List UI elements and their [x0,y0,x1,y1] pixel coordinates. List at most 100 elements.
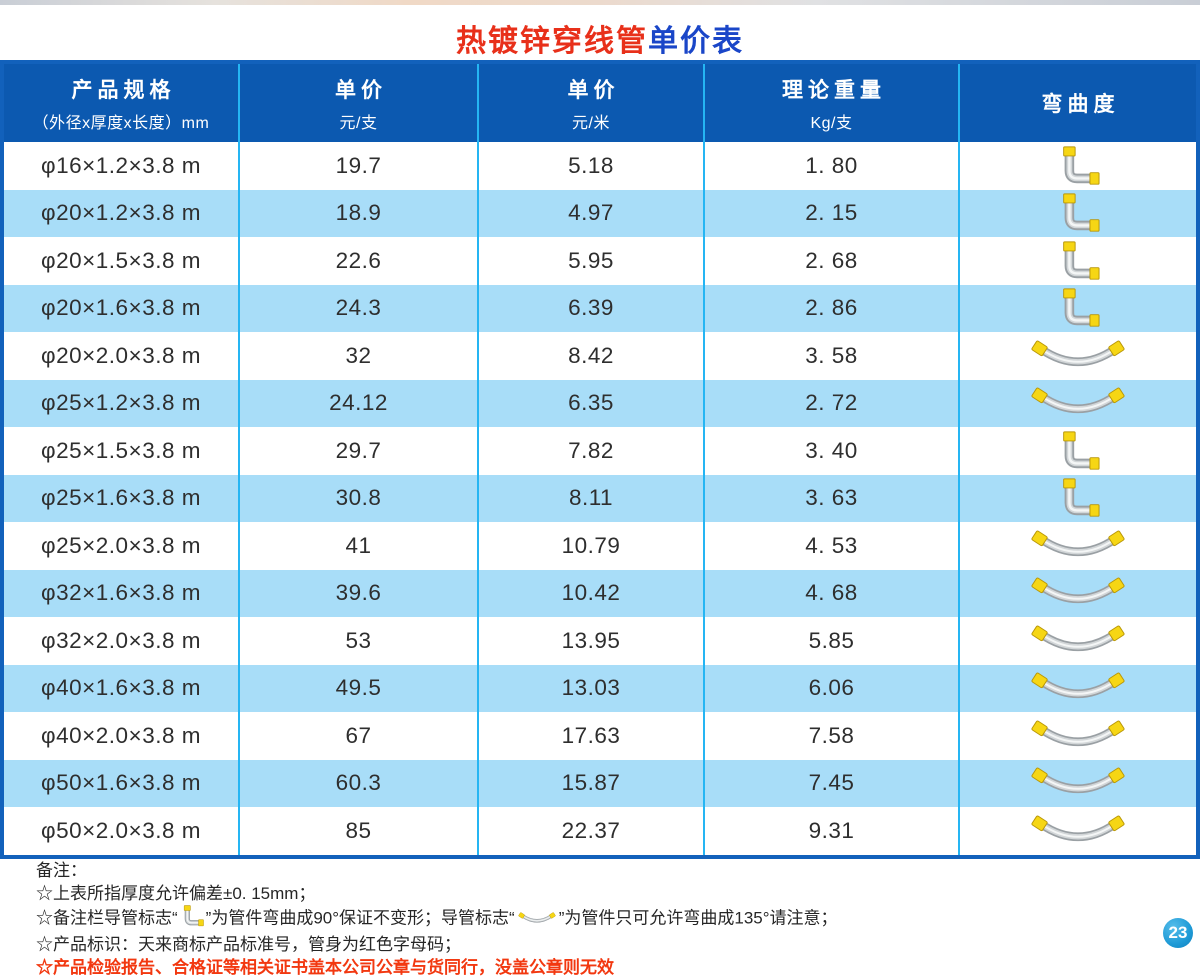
weight-cell: 2. 15 [705,189,960,237]
weight-cell: 4. 68 [705,569,960,617]
table-row: φ25×1.6×3.8 m 30.8 8.11 3. 63 [4,474,1196,522]
note-bend-legend: ☆备注栏导管标志“ ”为管件弯曲成90°保证不变形；导管标志“ ”为管件只可允许… [36,905,1156,933]
header-price-per-piece-sub: 元/支 [339,114,378,132]
elbow-90-icon [1063,478,1100,517]
curve-135-icon [1031,577,1125,604]
weight-cell: 2. 68 [705,237,960,285]
price-per-piece-cell: 67 [240,712,479,760]
header-theoretical-weight-title: 理论重量 [782,78,886,102]
note-bend-text-b: ”为管件弯曲成90°保证不变形；导管标志“ [205,908,515,928]
table-row: φ50×2.0×3.8 m 85 22.37 9.31 [4,807,1196,855]
spec-cell: φ32×1.6×3.8 m [4,569,240,617]
spec-cell: φ25×2.0×3.8 m [4,522,240,570]
price-per-piece-cell: 24.3 [240,284,479,332]
bend-cell [960,142,1196,190]
curve-135-icon [1031,767,1125,794]
bend-cell [960,570,1196,618]
elbow-90-icon [1063,288,1100,327]
spec-cell: φ25×1.5×3.8 m [4,427,240,475]
curve-135-icon [1031,672,1125,699]
price-per-meter-cell: 6.35 [479,379,705,427]
table-row: φ20×2.0×3.8 m 32 8.42 3. 58 [4,332,1196,380]
curve-135-icon [1031,387,1125,414]
bend-cell [960,237,1196,285]
header-bendability-title: 弯曲度 [1041,93,1120,116]
price-per-meter-cell: 10.79 [479,522,705,570]
elbow-90-icon [180,905,204,933]
header-price-per-piece: 单价 元/支 [240,64,479,142]
price-per-piece-cell: 24.12 [240,379,479,427]
header-theoretical-weight: 理论重量 Kg/支 [705,64,960,142]
bend-cell [960,380,1196,428]
price-per-piece-cell: 60.3 [240,759,479,807]
weight-cell: 5.85 [705,617,960,665]
spec-cell: φ25×1.2×3.8 m [4,379,240,427]
price-per-piece-cell: 18.9 [240,189,479,237]
notes-section: 备注： ☆上表所指厚度允许偏差±0. 15mm； ☆备注栏导管标志“ ”为管件弯… [36,859,1156,979]
header-product-spec: 产品规格 （外径x厚度x长度）mm [4,64,240,142]
spec-cell: φ16×1.2×3.8 m [4,142,240,190]
spec-cell: φ32×2.0×3.8 m [4,617,240,665]
note-bend-text-a: ☆备注栏导管标志“ [36,908,178,928]
weight-cell: 3. 58 [705,332,960,380]
bend-cell [960,665,1196,713]
weight-cell: 2. 72 [705,379,960,427]
page-title: 热镀锌穿线管单价表 [0,16,1200,60]
header-price-per-piece-title: 单价 [335,78,387,102]
price-per-meter-cell: 6.39 [479,284,705,332]
elbow-90-icon [183,905,204,927]
table-row: φ20×1.6×3.8 m 24.3 6.39 2. 86 [4,284,1196,333]
weight-cell: 4. 53 [705,522,960,570]
notes-heading: 备注： [36,861,87,880]
price-per-meter-cell: 17.63 [479,712,705,760]
spec-cell: φ20×1.6×3.8 m [4,284,240,332]
header-price-per-meter: 单价 元/米 [479,64,705,142]
table-row: φ25×2.0×3.8 m 41 10.79 4. 53 [4,522,1196,570]
spec-cell: φ20×1.2×3.8 m [4,189,240,237]
header-price-per-meter-sub: 元/米 [572,114,610,132]
table-row: φ32×2.0×3.8 m 53 13.95 5.85 [4,617,1196,665]
page-number-badge: 23 [1163,918,1193,948]
price-per-piece-cell: 53 [240,617,479,665]
spec-cell: φ40×1.6×3.8 m [4,664,240,712]
curve-135-icon [1031,720,1125,746]
table-row: φ40×1.6×3.8 m 49.5 13.03 6.06 [4,664,1196,713]
table-body: φ16×1.2×3.8 m 19.7 5.18 1. 80 φ20×1.2×3.8 m… [4,142,1196,855]
weight-cell: 1. 80 [705,142,960,190]
title-product-name: 热镀锌穿线管 [456,25,648,58]
spec-cell: φ20×2.0×3.8 m [4,332,240,380]
table-row: φ20×1.5×3.8 m 22.6 5.95 2. 68 [4,237,1196,285]
curve-135-icon [1031,815,1125,841]
bend-cell [960,760,1196,808]
header-bendability: 弯曲度 [960,64,1196,142]
table-row: φ50×1.6×3.8 m 60.3 15.87 7.45 [4,759,1196,808]
weight-cell: 6.06 [705,664,960,712]
price-per-meter-cell: 10.42 [479,569,705,617]
weight-cell: 2. 86 [705,284,960,332]
price-per-meter-cell: 5.18 [479,142,705,190]
table-row: φ20×1.2×3.8 m 18.9 4.97 2. 15 [4,189,1196,238]
bend-cell [960,617,1196,665]
bend-cell [960,285,1196,333]
bend-cell [960,427,1196,475]
price-per-meter-cell: 13.03 [479,664,705,712]
curve-135-icon [517,908,557,931]
bend-cell [960,190,1196,238]
table-row: φ25×1.2×3.8 m 24.12 6.35 2. 72 [4,379,1196,428]
title-suffix: 单价表 [648,25,744,58]
note-product-marking: ☆产品标识：天来商标产品标准号，管身为红色字母码； [36,935,461,954]
page-top-edge-decoration [0,0,1200,5]
header-product-spec-title: 产品规格 [71,78,176,102]
price-per-piece-cell: 41 [240,522,479,570]
elbow-90-icon [1063,146,1100,185]
table-row: φ40×2.0×3.8 m 67 17.63 7.58 [4,712,1196,760]
table-header-row: 产品规格 （外径x厚度x长度）mm 单价 元/支 单价 元/米 理论重量 Kg/… [4,64,1196,142]
spec-cell: φ50×2.0×3.8 m [4,807,240,855]
price-per-piece-cell: 39.6 [240,569,479,617]
header-price-per-meter-title: 单价 [567,78,620,102]
bend-cell [960,332,1196,380]
spec-cell: φ25×1.6×3.8 m [4,474,240,522]
weight-cell: 7.45 [705,759,960,807]
weight-cell: 7.58 [705,712,960,760]
